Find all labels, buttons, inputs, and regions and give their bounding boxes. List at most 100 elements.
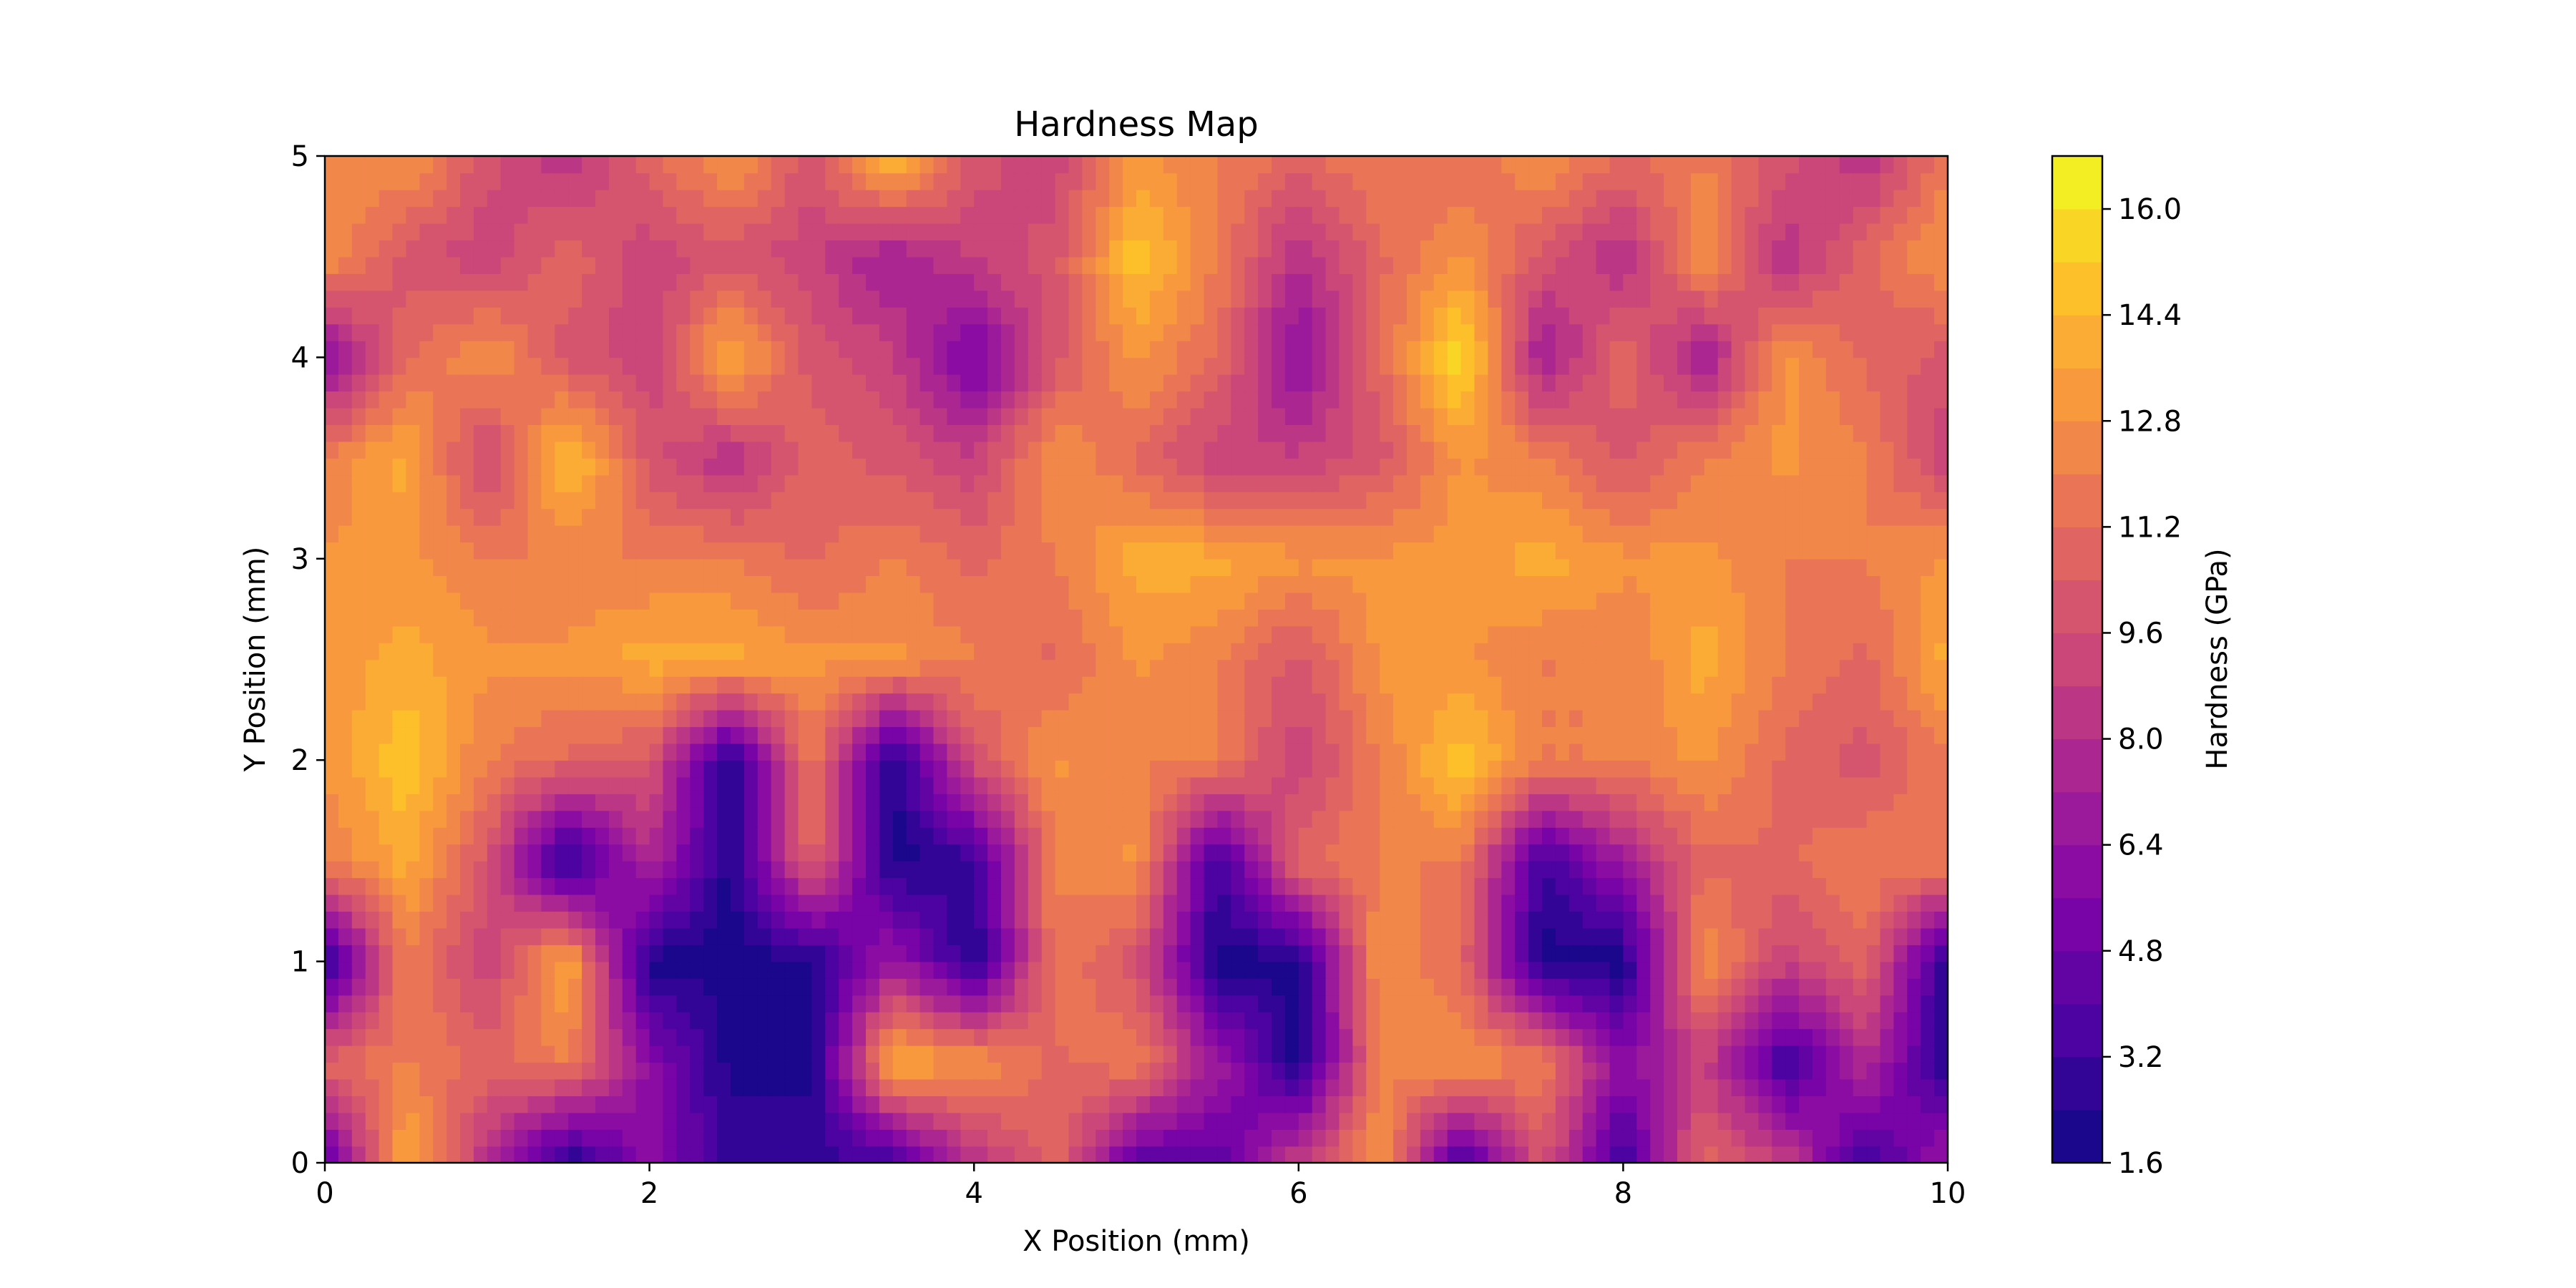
contour-cell [1272, 961, 1286, 979]
contour-cell [1690, 625, 1705, 643]
contour-cell [1758, 1146, 1773, 1163]
contour-cell [1677, 961, 1692, 979]
contour-cell [1014, 575, 1029, 593]
contour-cell [1704, 458, 1719, 476]
contour-cell [1407, 1028, 1421, 1046]
contour-cell [919, 810, 935, 828]
contour-cell [1352, 542, 1367, 560]
contour-cell [487, 609, 502, 627]
contour-cell [1204, 1062, 1219, 1080]
contour-cell [1866, 675, 1881, 694]
contour-cell [1298, 760, 1313, 778]
contour-cell [1204, 474, 1219, 492]
contour-cell [608, 1045, 623, 1063]
contour-cell [568, 625, 582, 643]
contour-cell [1096, 894, 1110, 912]
contour-cell [1839, 625, 1854, 643]
contour-cell [1041, 542, 1056, 560]
contour-cell [784, 844, 799, 862]
contour-cell [1921, 726, 1935, 744]
contour-cell [1839, 1096, 1854, 1113]
contour-cell [1433, 693, 1448, 711]
contour-cell [1393, 911, 1407, 929]
contour-cell [879, 844, 894, 862]
contour-cell [1109, 1011, 1123, 1030]
contour-cell [1217, 474, 1232, 492]
contour-cell [514, 474, 529, 492]
contour-cell [1136, 492, 1151, 509]
contour-cell [1609, 1028, 1624, 1046]
contour-cell [555, 1096, 569, 1113]
contour-cell [1407, 911, 1421, 929]
contour-cell [447, 542, 461, 560]
contour-cell [1190, 776, 1205, 794]
contour-cell [1488, 492, 1503, 509]
contour-cell [392, 1028, 407, 1046]
contour-cell [1055, 995, 1070, 1013]
contour-cell [1596, 1028, 1611, 1046]
contour-cell [1272, 609, 1286, 627]
contour-cell [1568, 659, 1584, 677]
contour-cell [757, 492, 772, 509]
contour-cell [1325, 945, 1340, 962]
contour-cell [798, 1078, 813, 1096]
contour-cell [433, 844, 447, 862]
contour-cell [879, 575, 894, 593]
contour-cell [1149, 1096, 1164, 1113]
contour-cell [1014, 1062, 1029, 1080]
contour-cell [1433, 643, 1448, 660]
contour-cell [1123, 508, 1137, 526]
contour-cell [1893, 810, 1908, 828]
contour-cell [974, 794, 988, 811]
contour-cell [500, 1028, 515, 1046]
contour-cell [1366, 1096, 1380, 1113]
contour-cell [514, 1129, 529, 1147]
contour-cell [514, 1062, 529, 1080]
contour-cell [1704, 945, 1719, 962]
contour-cell [1609, 827, 1624, 845]
contour-cell [622, 995, 637, 1013]
contour-cell [1096, 508, 1110, 526]
contour-cell [1339, 1146, 1354, 1163]
contour-cell [1041, 458, 1056, 476]
contour-cell [1474, 810, 1489, 828]
contour-cell [447, 458, 461, 476]
contour-cell [839, 474, 853, 492]
contour-cell [460, 1028, 474, 1046]
contour-cell [717, 675, 731, 694]
contour-cell [1609, 978, 1624, 996]
contour-cell [1555, 659, 1570, 677]
contour-cell [1813, 894, 1827, 912]
contour-cell [1244, 1045, 1259, 1063]
contour-cell [1339, 693, 1354, 711]
contour-cell [1501, 1146, 1516, 1163]
contour-cell [743, 1028, 758, 1046]
contour-cell [771, 860, 786, 879]
contour-cell [1420, 860, 1435, 879]
contour-cell [1677, 458, 1692, 476]
contour-cell [1704, 794, 1719, 811]
contour-cell [1717, 776, 1732, 794]
contour-cell [1799, 945, 1813, 962]
contour-cell [325, 693, 339, 711]
contour-cell [1068, 995, 1083, 1013]
contour-cell [1758, 995, 1773, 1013]
contour-cell [1352, 945, 1367, 962]
contour-cell [473, 776, 488, 794]
contour-cell [406, 693, 421, 711]
contour-cell [1596, 1078, 1611, 1096]
contour-cell [351, 1146, 366, 1163]
contour-cell [731, 458, 745, 476]
contour-cell [1312, 693, 1327, 711]
contour-cell [1568, 625, 1584, 643]
contour-cell [473, 1146, 488, 1163]
contour-cell [1623, 743, 1638, 761]
contour-cell [919, 945, 935, 962]
contour-cell [1582, 709, 1597, 728]
contour-cell [1542, 894, 1556, 912]
contour-cell [406, 1011, 421, 1030]
contour-cell [1460, 810, 1475, 828]
contour-cell [1176, 1062, 1191, 1080]
contour-cell [1352, 1045, 1367, 1063]
contour-cell [1041, 978, 1056, 996]
